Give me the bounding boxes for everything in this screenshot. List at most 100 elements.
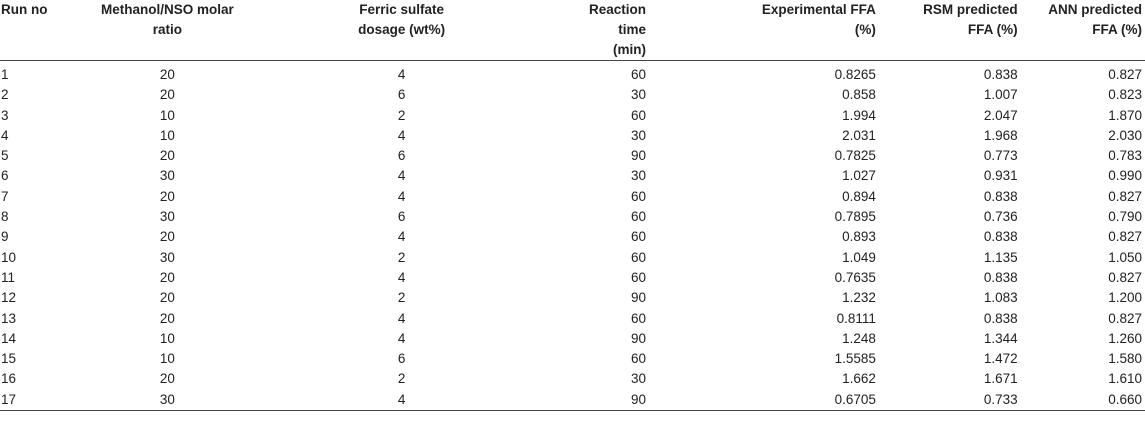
ann-ffa-cell: 0.827 — [1108, 67, 1142, 82]
reaction-time-cell: 60 — [631, 209, 647, 225]
experimental-ffa-cell: 1.994 — [842, 107, 876, 123]
header-ferric-dosage: Ferric sulfate dosage (wt%) — [238, 0, 565, 61]
header-line: (min) — [613, 42, 647, 57]
run-no-cell: 4 — [1, 127, 9, 143]
experimental-ffa-cell: 0.893 — [842, 229, 876, 245]
header-ann-ffa: ANN predicted FFA (%) — [1019, 0, 1145, 61]
run-no-cell: 8 — [1, 209, 9, 225]
header-methanol-ratio: Methanol/NSO molar ratio — [96, 0, 239, 61]
reaction-time-cell: 60 — [631, 249, 647, 265]
ann-ffa-cell: 0.823 — [1108, 87, 1142, 103]
ann-ffa-cell: 0.660 — [1019, 389, 1145, 412]
ferric-dosage-cell: 6 — [397, 148, 406, 164]
table-row: 8 30 6 60 0.7895 0.736 0.790 — [0, 207, 1145, 227]
run-no-cell: 17 — [0, 389, 97, 412]
ferric-dosage-cell: 2 — [397, 371, 406, 387]
experimental-ffa-cell: 0.8265 — [834, 67, 876, 82]
rsm-ffa-cell: 0.736 — [983, 209, 1018, 225]
rsm-ffa-cell: 1.671 — [983, 371, 1018, 387]
table-header: Run no Methanol/NSO molar ratio Ferric sulf… — [0, 0, 1145, 61]
table-row: 10 30 2 60 1.049 1.135 1.050 — [0, 248, 1145, 268]
rsm-ffa-cell: 1.472 — [983, 351, 1018, 367]
header-reaction-time: Reaction time (min) — [564, 0, 649, 61]
run-no-cell: 11 — [1, 269, 16, 285]
experimental-ffa-cell: 1.232 — [842, 290, 876, 306]
methanol-ratio-cell: 20 — [159, 148, 175, 164]
ann-ffa-cell: 0.783 — [1108, 148, 1142, 164]
header-line: FFA (%) — [967, 22, 1018, 37]
table-row: 12 20 2 90 1.232 1.083 1.200 — [0, 288, 1145, 308]
ann-ffa-cell: 1.610 — [1108, 371, 1142, 387]
experimental-ffa-cell: 1.248 — [842, 330, 876, 346]
table-row: 14 10 4 90 1.248 1.344 1.260 — [0, 329, 1145, 349]
run-no-cell: 1 — [1, 67, 9, 82]
ann-ffa-cell: 0.790 — [1108, 209, 1142, 225]
ann-ffa-cell: 0.827 — [1108, 188, 1142, 204]
methanol-ratio-cell: 10 — [159, 351, 175, 367]
reaction-time-cell: 60 — [631, 67, 647, 82]
reaction-time-cell: 30 — [631, 87, 647, 103]
ann-ffa-cell: 0.827 — [1108, 310, 1142, 326]
experimental-ffa-cell: 1.5585 — [834, 351, 876, 367]
methanol-ratio-cell: 30 — [159, 209, 175, 225]
run-no-cell: 15 — [1, 351, 17, 367]
run-no-cell: 14 — [1, 330, 17, 346]
table-row: 4 10 4 30 2.031 1.968 2.030 — [0, 126, 1145, 146]
reaction-time-cell: 30 — [631, 127, 647, 143]
header-line: Ferric sulfate — [359, 2, 445, 17]
run-no-cell: 12 — [1, 290, 17, 306]
rsm-ffa-cell: 1.007 — [983, 87, 1018, 103]
header-line: FFA (%) — [1092, 22, 1142, 37]
rsm-ffa-cell: 1.135 — [983, 249, 1018, 265]
reaction-time-cell: 90 — [631, 330, 647, 346]
header-line: Methanol/NSO molar — [100, 2, 234, 17]
experimental-ffa-cell: 0.7895 — [834, 209, 876, 225]
methanol-ratio-cell: 10 — [159, 330, 175, 346]
rsm-ffa-cell: 0.838 — [983, 269, 1018, 285]
run-no-cell: 2 — [1, 87, 9, 103]
experimental-ffa-cell: 1.662 — [842, 371, 876, 387]
methanol-ratio-cell: 20 — [159, 269, 175, 285]
ann-ffa-cell: 1.050 — [1108, 249, 1142, 265]
experimental-ffa-cell: 0.858 — [842, 87, 876, 103]
header-line: Reaction time — [589, 2, 647, 37]
methanol-ratio-cell: 20 — [159, 188, 175, 204]
rsm-ffa-cell: 2.047 — [983, 107, 1018, 123]
rsm-ffa-cell: 0.838 — [983, 229, 1018, 245]
run-no-cell: 7 — [1, 188, 9, 204]
reaction-time-cell: 60 — [631, 269, 647, 285]
ferric-dosage-cell: 4 — [397, 269, 406, 285]
ann-ffa-cell: 1.870 — [1108, 107, 1142, 123]
reaction-time-cell: 60 — [631, 351, 647, 367]
rsm-ffa-cell: 0.838 — [983, 188, 1018, 204]
ferric-dosage-cell: 4 — [397, 330, 406, 346]
ann-ffa-cell: 1.580 — [1108, 351, 1142, 367]
table-row: 17 30 4 90 0.6705 0.733 0.660 — [0, 389, 1145, 412]
ferric-dosage-cell: 2 — [397, 249, 406, 265]
methanol-ratio-cell: 10 — [159, 127, 175, 143]
reaction-time-cell: 90 — [631, 290, 647, 306]
reaction-time-cell: 60 — [631, 188, 647, 204]
rsm-ffa-cell: 0.838 — [983, 67, 1018, 82]
rsm-ffa-cell: 0.838 — [983, 310, 1018, 326]
experimental-ffa-cell: 1.027 — [842, 168, 876, 184]
rsm-ffa-cell: 0.733 — [877, 389, 1020, 412]
ferric-dosage-cell: 4 — [397, 67, 406, 82]
methanol-ratio-cell: 20 — [159, 87, 175, 103]
ferric-dosage-cell: 4 — [397, 229, 406, 245]
reaction-time-cell: 30 — [631, 168, 647, 184]
methanol-ratio-cell: 30 — [159, 249, 175, 265]
table-row: 13 20 4 60 0.8111 0.838 0.827 — [0, 309, 1145, 329]
reaction-time-cell: 60 — [631, 107, 647, 123]
table-row: 11 20 4 60 0.7635 0.838 0.827 — [0, 268, 1145, 288]
header-line: (%) — [854, 22, 876, 37]
ann-ffa-cell: 0.990 — [1108, 168, 1142, 184]
experimental-ffa-cell: 1.049 — [842, 249, 876, 265]
table-row: 15 10 6 60 1.5585 1.472 1.580 — [0, 349, 1145, 369]
run-no-cell: 9 — [1, 229, 9, 245]
ann-ffa-cell: 1.200 — [1108, 290, 1142, 306]
ferric-dosage-cell: 2 — [397, 290, 406, 306]
run-no-cell: 5 — [1, 148, 9, 164]
ferric-dosage-cell: 2 — [397, 107, 406, 123]
header-run-no: Run no — [0, 0, 97, 61]
